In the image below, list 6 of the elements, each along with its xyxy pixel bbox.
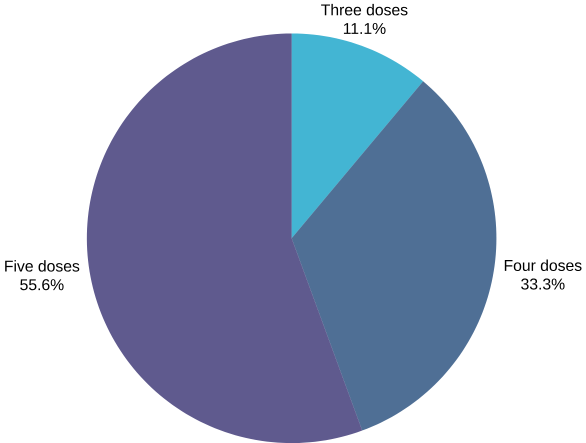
data-label: 55.6% [20, 279, 64, 290]
data-label: 11.1% [344, 22, 386, 34]
slice-label: Five doses [5, 260, 80, 272]
slice-label: Three doses [321, 4, 408, 16]
slice-label: Four doses [504, 259, 582, 271]
data-label: 33.3% [521, 278, 565, 290]
